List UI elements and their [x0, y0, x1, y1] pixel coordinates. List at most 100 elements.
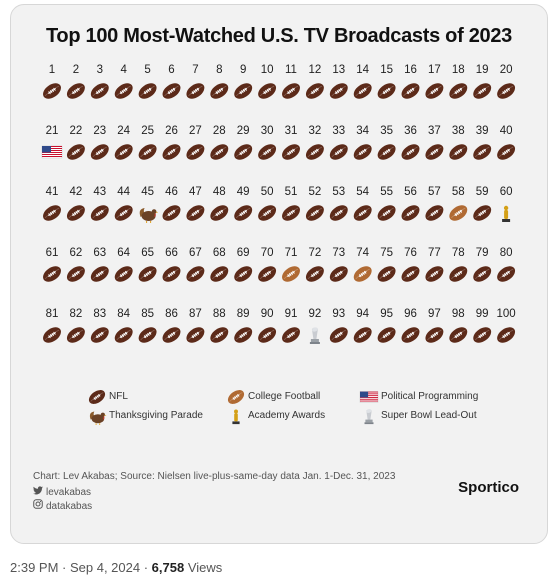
tweet-time[interactable]: 2:39 PM [10, 560, 59, 575]
rank-number: 49 [236, 186, 250, 198]
rank-number: 15 [380, 64, 393, 76]
instagram-icon [33, 499, 43, 512]
source-note: Chart: Lev Akabas; Source: Nielsen live-… [33, 471, 396, 482]
instagram-handle: datakabas [46, 501, 93, 512]
twitter-handle-row[interactable]: levakabas [33, 486, 91, 498]
tweet-date[interactable]: Sep 4, 2024 [69, 560, 141, 575]
rank-icon-nfl [90, 83, 109, 99]
rank-number: 18 [451, 64, 465, 76]
rank-number: 33 [332, 125, 346, 137]
rank-icon-nfl [90, 266, 109, 282]
rank-icon-nfl [258, 205, 277, 221]
rank-icon-nfl [401, 205, 420, 221]
twitter-handle: levakabas [46, 487, 92, 498]
rank-number: 75 [380, 247, 393, 259]
views-label: Views [187, 560, 223, 575]
nfl-icon [88, 390, 106, 404]
rank-number: 58 [451, 186, 465, 198]
legend-label: Political Programming [381, 391, 479, 402]
rank-icon-nfl [258, 83, 277, 99]
rank-number: 78 [451, 247, 465, 259]
rank-number: 96 [404, 308, 417, 320]
rank-icon-nfl [305, 83, 324, 99]
rank-number: 30 [260, 125, 274, 137]
twitter-icon [33, 486, 43, 498]
rank-icon-nfl [473, 205, 492, 221]
rank-icon-nfl [258, 327, 277, 343]
rank-icon-nfl [497, 83, 516, 99]
rank-number: 38 [451, 125, 465, 137]
rank-number: 54 [356, 186, 370, 198]
rank-number: 81 [45, 308, 59, 320]
rank-icon-nfl [258, 266, 277, 282]
rank-icon-nfl [162, 83, 181, 99]
rank-number: 69 [236, 247, 250, 259]
rank-number: 10 [260, 64, 274, 76]
rank-number: 98 [451, 308, 465, 320]
rank-icon-nfl [66, 83, 85, 99]
rank-icon-nfl [425, 205, 444, 221]
instagram-handle-row[interactable]: datakabas [33, 499, 92, 512]
rank-number: 63 [93, 247, 107, 259]
rank-icon-nfl [90, 327, 109, 343]
rank-number: 27 [188, 125, 202, 137]
rank-icon-nfl [305, 144, 324, 160]
rank-icon-nfl [234, 83, 253, 99]
rank-icon-nfl [449, 327, 468, 343]
rank-icon-nfl [114, 266, 133, 282]
rank-icon-nfl [162, 327, 181, 343]
legend-label: Thanksgiving Parade [109, 410, 203, 421]
rank-number: 25 [141, 125, 154, 137]
rank-number: 85 [141, 308, 154, 320]
rank-icon-nfl [186, 144, 205, 160]
rank-icon-nfl [353, 83, 372, 99]
rank-icon-nfl [66, 266, 85, 282]
rank-number: 86 [165, 308, 178, 320]
rank-icon-nfl [90, 205, 109, 221]
rank-icon-nfl [114, 83, 133, 99]
rank-icon-nfl [186, 83, 205, 99]
rank-number: 46 [165, 186, 178, 198]
rank-icon-nfl [43, 205, 61, 221]
rank-icon-nfl [497, 266, 516, 282]
rank-number: 55 [380, 186, 393, 198]
rank-number: 8 [216, 64, 223, 76]
rank-icon-leadout [309, 327, 320, 344]
rank-number: 22 [69, 125, 83, 137]
rank-number: 93 [332, 308, 346, 320]
rank-number: 21 [45, 125, 59, 137]
rank-icon-nfl [282, 144, 300, 160]
rank-number: 76 [404, 247, 417, 259]
rank-number: 34 [356, 125, 370, 137]
rank-icon-nfl [497, 327, 516, 343]
rank-number: 83 [93, 308, 107, 320]
rank-icon-nfl [210, 83, 229, 99]
rank-icon-nfl [162, 266, 181, 282]
rank-icon-parade [139, 208, 159, 223]
rank-number: 45 [141, 186, 154, 198]
rank-icon-nfl [401, 327, 420, 343]
rank-number: 19 [475, 64, 489, 76]
rank-icon-nfl [473, 266, 492, 282]
rank-icon-nfl [210, 144, 229, 160]
rank-icon-nfl [377, 327, 396, 343]
rank-icon-nfl [114, 205, 133, 221]
rank-icon-nfl [90, 144, 109, 160]
rank-number: 72 [308, 247, 322, 259]
rank-number: 32 [308, 125, 322, 137]
rank-number: 39 [475, 125, 489, 137]
rank-icon-nfl [43, 83, 61, 99]
rank-number: 66 [165, 247, 178, 259]
rank-number: 89 [236, 308, 250, 320]
rank-number: 16 [404, 64, 417, 76]
rank-icon-nfl [162, 205, 181, 221]
rank-number: 11 [285, 64, 297, 76]
rank-number: 92 [308, 308, 322, 320]
rank-icon-nfl [43, 266, 61, 282]
rank-number: 7 [192, 64, 199, 76]
rank-icon-nfl [353, 144, 372, 160]
rank-number: 71 [284, 247, 298, 259]
rank-icon-nfl [234, 205, 253, 221]
rank-icon-nfl [329, 144, 348, 160]
rank-number: 42 [69, 186, 83, 198]
